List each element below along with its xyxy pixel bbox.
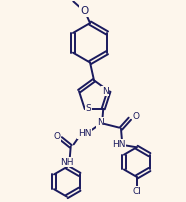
Text: HN: HN [112,140,126,149]
Text: S: S [86,104,92,113]
Text: O: O [133,112,140,121]
Text: N: N [102,87,108,96]
Text: O: O [80,6,88,16]
Text: NH: NH [60,158,73,167]
Text: O: O [53,132,60,141]
Text: N: N [97,118,104,127]
Text: Cl: Cl [132,187,141,196]
Text: HN: HN [78,129,91,138]
